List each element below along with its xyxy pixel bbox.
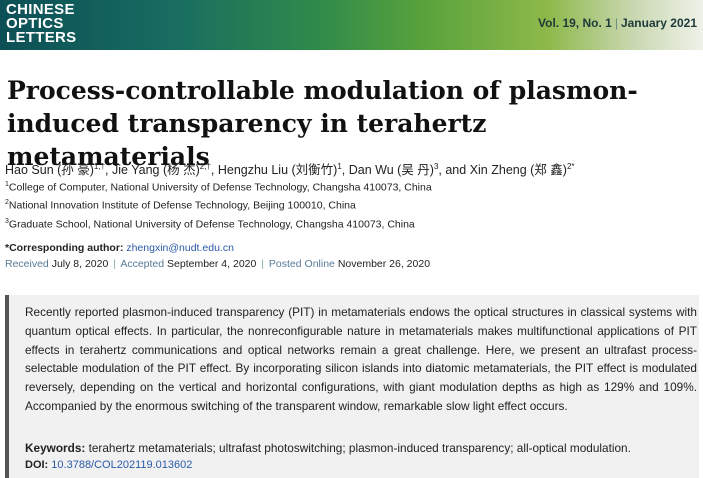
publication-dates: Received July 8, 2020 | Accepted Septemb… [5,258,431,270]
author-name: Hao Sun (孙 豪) [5,163,94,177]
keywords-text: terahertz metamaterials; ultrafast photo… [88,441,631,455]
keywords: Keywords: terahertz metamaterials; ultra… [25,441,631,455]
received-date: July 8, 2020 [51,258,109,270]
doi: DOI: 10.3788/COL202119.013602 [25,459,192,471]
doi-link[interactable]: 10.3788/COL202119.013602 [51,459,193,471]
abstract-text: Recently reported plasmon-induced transp… [25,305,697,413]
corresponding-author: *Corresponding author: zhengxin@nudt.edu… [5,242,234,254]
posted-date: November 26, 2020 [337,258,431,270]
article-title: Process-controllable modulation of plasm… [7,76,638,171]
author-affiliation-mark: 1,† [93,161,106,171]
author-list: Hao Sun (孙 豪)1,†, Jie Yang (杨 杰)2,†, Hen… [5,161,575,177]
journal-banner: CHINESE OPTICS LETTERS Vol. 19, No. 1 | Ja… [0,0,703,50]
author-name: Hengzhu Liu (刘衡竹) [217,163,338,177]
issue-info: Vol. 19, No. 1 | January 2021 [538,16,697,30]
corresponding-label: *Corresponding author: [5,242,124,254]
keywords-label: Keywords: [25,441,86,455]
corresponding-email-link[interactable]: zhengxin@nudt.edu.cn [126,242,234,254]
logo-line: CHINESE [6,1,75,18]
affiliation-3: 3Graduate School, National University of… [5,218,415,231]
author-affiliation-mark: 2* [566,161,575,171]
author-affiliation-mark: 1 [337,161,342,171]
affiliation-1: 1College of Computer, National Universit… [5,181,432,194]
journal-logo: CHINESE OPTICS LETTERS [6,1,77,46]
volume-number: Vol. 19, No. 1 [538,16,612,30]
logo-line: LETTERS [6,29,77,46]
author-name: Xin Zheng (郑 鑫) [469,163,567,177]
logo-line: OPTICS [6,15,64,32]
issue-date: January 2021 [620,16,697,30]
author-affiliation-mark: 3 [433,161,439,171]
doi-label: DOI: [25,459,49,471]
abstract-panel [5,295,699,478]
author-name: Dan Wu (吴 丹) [348,163,434,177]
author-affiliation-mark: 2,† [199,161,211,171]
author-name: Jie Yang (杨 杰) [112,163,200,177]
affiliation-2: 2National Innovation Institute of Defens… [5,199,356,212]
accepted-date: September 4, 2020 [167,258,257,270]
